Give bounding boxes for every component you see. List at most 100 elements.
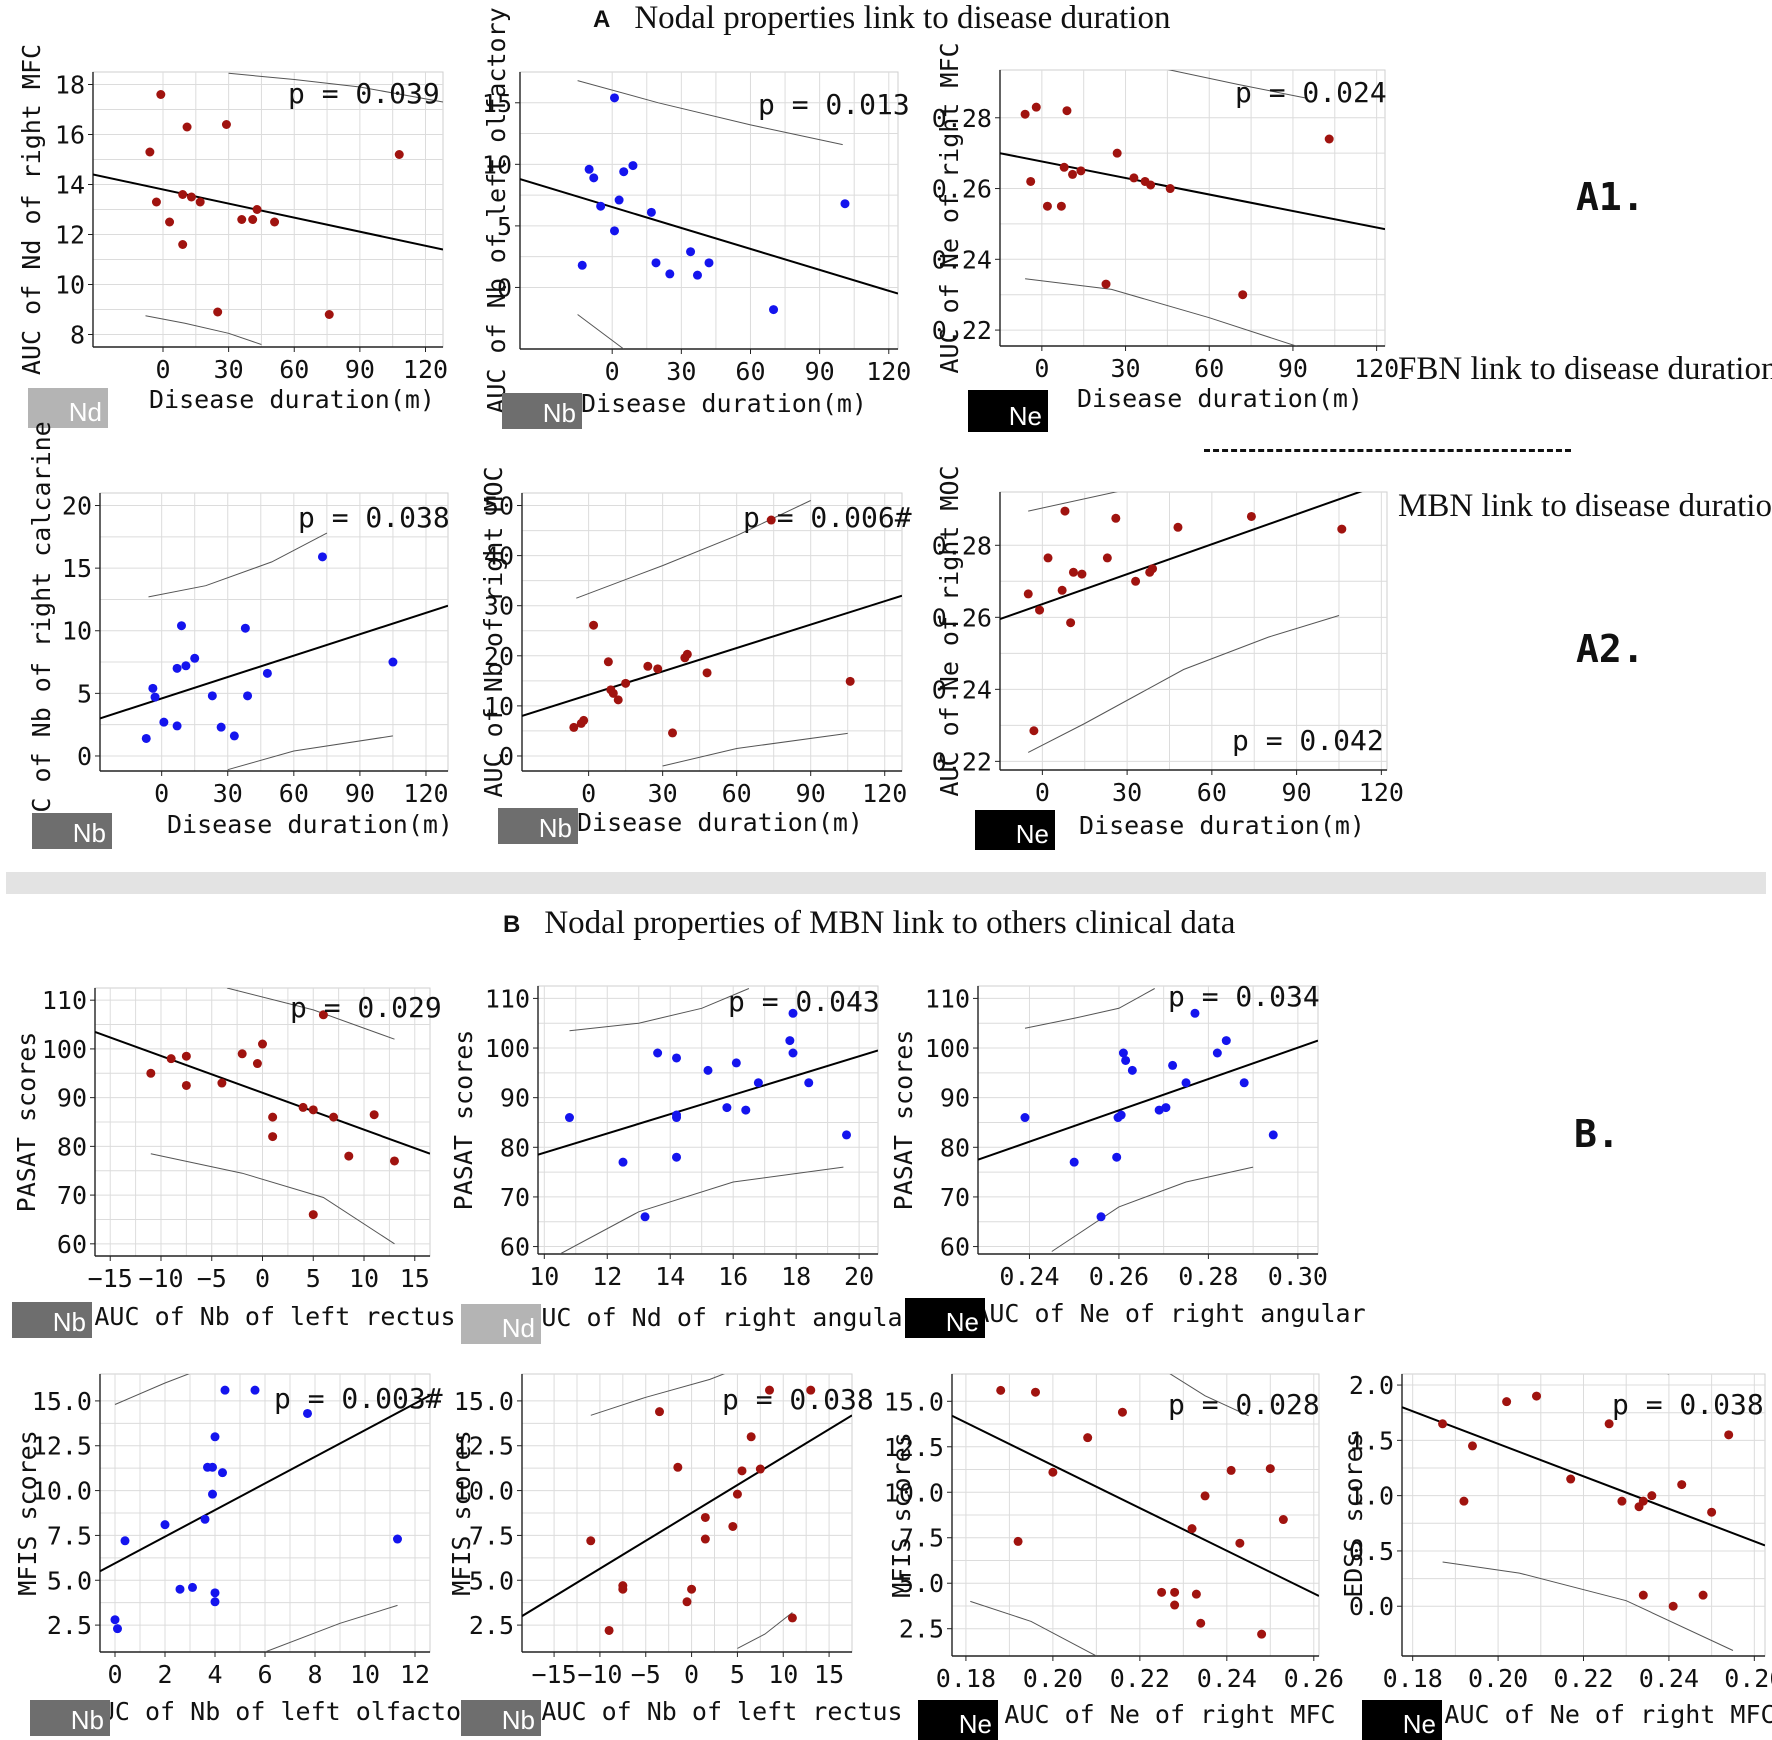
section-separator xyxy=(6,872,1766,894)
data-point xyxy=(210,1432,220,1442)
ci-lower-curve xyxy=(227,735,393,771)
data-point xyxy=(640,1212,650,1222)
data-point xyxy=(213,307,223,317)
data-point xyxy=(785,1036,795,1046)
y-tick-label: 70 xyxy=(500,1183,530,1212)
data-point xyxy=(1066,618,1076,628)
x-axis-label: AUC of Ne of right MFC xyxy=(1004,1700,1335,1729)
x-tick-label: 60 xyxy=(279,779,309,808)
y-tick-label: 12.5 xyxy=(454,1432,514,1461)
y-tick-label: 80 xyxy=(57,1132,87,1161)
regression-line xyxy=(1000,492,1363,621)
data-point xyxy=(218,1468,227,1478)
ci-lower-curve xyxy=(145,315,262,345)
data-point xyxy=(148,683,158,693)
y-tick-label: 0.22 xyxy=(932,747,992,776)
y-tick-label: 50 xyxy=(484,492,514,521)
data-point xyxy=(619,167,629,177)
data-point xyxy=(150,692,160,702)
data-point xyxy=(787,1613,797,1623)
x-tick-label: 60 xyxy=(279,355,309,384)
x-tick-label: 8 xyxy=(307,1660,322,1689)
data-point xyxy=(190,653,200,663)
data-point xyxy=(1467,1441,1477,1451)
badge-label: Nb xyxy=(71,1705,104,1735)
data-point xyxy=(731,1058,741,1068)
data-point xyxy=(1324,134,1334,144)
x-tick-label: 90 xyxy=(1282,778,1312,807)
data-point xyxy=(788,1048,798,1058)
data-point xyxy=(1083,1433,1093,1443)
section-a-title: A Nodal properties link to disease durati… xyxy=(593,0,1170,37)
x-tick-label: −15 xyxy=(532,1660,577,1689)
x-tick-label: 6 xyxy=(257,1660,272,1689)
x-tick-label: 30 xyxy=(1110,354,1140,383)
data-point xyxy=(1101,279,1111,289)
data-point xyxy=(1246,511,1256,521)
y-tick-label: 1.5 xyxy=(1349,1426,1394,1455)
p-value-label: p = 0.042 xyxy=(1232,724,1384,757)
ci-upper-curve xyxy=(226,988,395,1040)
data-point xyxy=(842,1130,852,1140)
ci-upper-curve xyxy=(1024,988,1155,1029)
data-point xyxy=(584,164,594,174)
data-point xyxy=(1173,522,1183,532)
data-point xyxy=(1170,1600,1180,1610)
data-point xyxy=(806,1385,816,1395)
data-point xyxy=(388,657,398,667)
data-point xyxy=(704,258,714,268)
data-point xyxy=(766,515,776,525)
plot-inner xyxy=(522,1374,852,1649)
data-point xyxy=(210,1588,220,1598)
data-point xyxy=(1111,513,1121,523)
data-point xyxy=(159,717,169,727)
x-tick-label: 90 xyxy=(345,355,375,384)
data-point xyxy=(569,722,579,732)
data-point xyxy=(1060,506,1070,516)
plot-inner xyxy=(520,80,898,349)
data-point xyxy=(643,661,653,671)
data-point xyxy=(564,1113,574,1123)
plot-panel xyxy=(99,492,449,772)
y-tick-label: 40 xyxy=(484,542,514,571)
x-tick-label: 60 xyxy=(722,779,752,808)
data-point xyxy=(195,197,205,207)
regression-line xyxy=(520,178,898,295)
x-tick-label: 0.20 xyxy=(1468,1664,1528,1693)
data-point xyxy=(181,1051,191,1061)
label-b: B. xyxy=(1574,1112,1620,1156)
note-fbn: FBN link to disease duration xyxy=(1398,351,1772,387)
regression-line xyxy=(538,1049,878,1156)
data-point xyxy=(668,728,678,738)
x-tick-label: 0.24 xyxy=(999,1262,1059,1291)
y-tick-label: 110 xyxy=(925,984,970,1013)
data-point xyxy=(1042,201,1052,211)
data-point xyxy=(262,668,272,678)
data-point xyxy=(700,1534,710,1544)
y-tick-label: 12.5 xyxy=(884,1433,944,1462)
x-tick-label: 60 xyxy=(1197,778,1227,807)
x-tick-label: 30 xyxy=(213,779,243,808)
x-tick-label: −5 xyxy=(631,1660,661,1689)
badge-label: Ne xyxy=(1009,401,1042,431)
y-tick-label: 5 xyxy=(497,212,512,241)
data-point xyxy=(692,270,702,280)
note-mbn: MBN link to disease duration xyxy=(1398,488,1772,524)
data-point xyxy=(248,215,258,224)
y-tick-label: 80 xyxy=(940,1133,970,1162)
data-point xyxy=(672,1152,682,1162)
x-tick-label: 15 xyxy=(814,1660,844,1689)
y-tick-label: 2.5 xyxy=(47,1611,92,1640)
ci-lower-curve xyxy=(662,732,848,767)
x-tick-label: 0.20 xyxy=(1023,1664,1083,1693)
data-point xyxy=(1604,1419,1614,1429)
data-point xyxy=(621,678,631,688)
data-point xyxy=(1057,585,1067,595)
data-point xyxy=(672,1110,682,1120)
x-axis-label: Disease duration(m) xyxy=(1079,811,1365,840)
section-a-letter: A xyxy=(593,6,611,34)
x-axis-label: Disease duration(m) xyxy=(149,385,435,414)
p-value-label: p = 0.028 xyxy=(1168,1388,1320,1421)
x-tick-label: 0.26 xyxy=(1284,1664,1344,1693)
data-point xyxy=(1157,1587,1167,1597)
